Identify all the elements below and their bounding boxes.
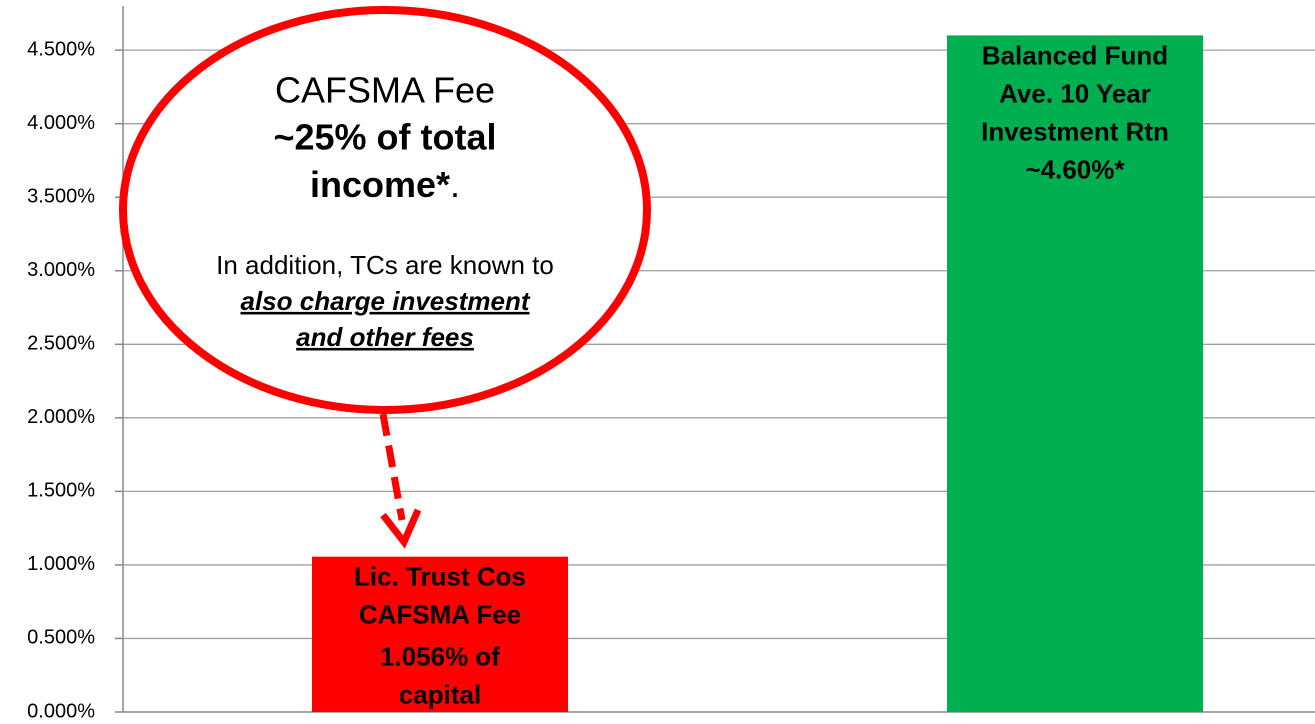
callout-ellipse bbox=[119, 6, 651, 414]
y-tick-label: 4.000% bbox=[27, 112, 95, 134]
callout-title: CAFSMA Fee bbox=[275, 70, 495, 111]
bar-label: Balanced Fund bbox=[982, 40, 1168, 70]
arrow-head bbox=[380, 508, 422, 549]
bar-label: Ave. 10 Year bbox=[999, 78, 1151, 108]
y-tick-label: 3.000% bbox=[27, 259, 95, 281]
y-tick-label: 1.500% bbox=[27, 480, 95, 502]
bar bbox=[312, 556, 568, 712]
y-tick-label: 0.000% bbox=[27, 700, 95, 722]
callout-punct: . bbox=[450, 164, 460, 205]
bar-label: 1.056% of bbox=[380, 642, 500, 672]
callout-arrow bbox=[379, 413, 406, 521]
callout-emphasis: also charge investment bbox=[241, 286, 531, 316]
bar bbox=[947, 35, 1203, 712]
bar-label: capital bbox=[399, 680, 481, 710]
callout-note: In addition, TCs are known to bbox=[216, 250, 554, 280]
bars: Lic. Trust Cos CAFSMA Fee 1.056% of capital… bbox=[312, 35, 1203, 712]
y-tick-label: 2.500% bbox=[27, 333, 95, 355]
bar-label: CAFSMA Fee bbox=[359, 600, 521, 630]
callout: CAFSMA Fee ~25% of total income*. In add… bbox=[119, 6, 651, 549]
y-tick-label: 3.500% bbox=[27, 185, 95, 207]
y-tick-label: 1.000% bbox=[27, 553, 95, 575]
callout-emphasis: and other fees bbox=[296, 322, 474, 352]
bar-label: ~4.60%* bbox=[1025, 154, 1125, 184]
y-tick-label: 2.000% bbox=[27, 406, 95, 428]
y-tick-label: 4.500% bbox=[27, 38, 95, 60]
y-tick-label: 0.500% bbox=[27, 627, 95, 649]
callout-line: income*. bbox=[310, 164, 460, 205]
bar-label: Investment Rtn bbox=[981, 116, 1169, 146]
bar-label: Lic. Trust Cos bbox=[354, 562, 526, 592]
callout-bold: ~25% of total bbox=[273, 117, 496, 158]
callout-bold-tail: income* bbox=[310, 164, 450, 205]
